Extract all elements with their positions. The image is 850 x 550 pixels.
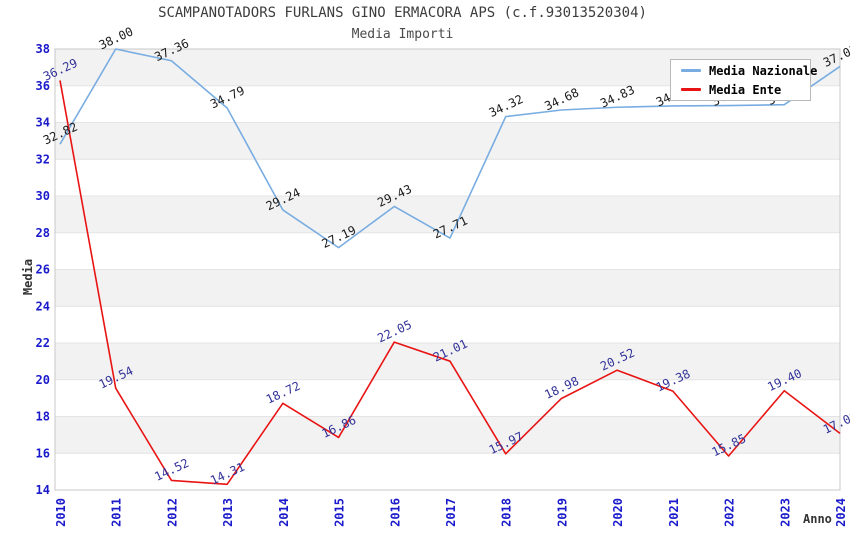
x-tick-label: 2010 [54,498,68,527]
y-tick-label: 20 [36,373,50,387]
legend-line-swatch-blue-icon [681,69,701,72]
y-tick-label: 26 [36,263,50,277]
y-tick-label: 28 [36,226,50,240]
series-line-media-nazionale [59,48,841,249]
x-axis-title: Anno [803,512,832,526]
value-label: 17.08 [821,409,850,437]
x-tick-label: 2020 [611,498,625,527]
value-label: 22.05 [375,317,414,345]
y-tick-label: 30 [36,189,50,203]
x-tick-label: 2024 [834,498,848,527]
x-tick-label: 2015 [333,498,347,527]
legend-item-media-ente: Media Ente [681,83,810,97]
plot-border [54,48,841,491]
legend: Media Nazionale Media Ente [670,59,817,101]
value-label: 18.72 [264,379,303,407]
x-tick-label: 2023 [778,498,792,527]
y-tick-label: 18 [36,410,50,424]
y-tick-label: 14 [36,483,50,497]
grid-band [55,269,840,307]
x-tick-label: 2021 [667,498,681,527]
y-tick-label: 34 [36,116,50,130]
title-block: SCAMPANOTADORS FURLANS GINO ERMACORA APS… [0,0,805,42]
y-tick-label: 36 [36,79,50,93]
grid-band [55,122,840,160]
value-label: 38.00 [97,24,136,52]
x-tick-label: 2017 [444,498,458,527]
x-tick-label: 2018 [500,498,514,527]
x-tick-label: 2022 [723,498,737,527]
x-tick-label: 2014 [277,498,291,527]
x-tick-label: 2016 [388,498,402,527]
x-tick-label: 2019 [555,498,569,527]
y-tick-label: 22 [36,336,50,350]
value-label: 34.79 [208,83,247,111]
legend-line-swatch-red-icon [681,88,701,91]
x-tick-label: 2011 [110,498,124,527]
legend-item-media-nazionale: Media Nazionale [681,64,817,78]
value-label: 37.05 [821,42,850,70]
chart-subtitle: Media Importi [351,27,454,42]
grid-band [55,416,840,454]
grid-band [55,343,840,380]
x-tick-label: 2012 [165,498,179,527]
y-tick-label: 32 [36,152,50,166]
y-axis-title: Media [21,258,35,296]
x-tick-label: 2013 [221,498,235,527]
y-tick-label: 24 [36,299,50,313]
legend-label: Media Ente [709,82,782,97]
series-line-media-ente [59,80,841,486]
grid-band [55,196,840,233]
y-tick-label: 38 [36,42,50,56]
y-tick-label: 16 [36,446,50,460]
chart-title: SCAMPANOTADORS FURLANS GINO ERMACORA APS… [158,5,647,21]
legend-label: Media Nazionale [709,63,818,78]
